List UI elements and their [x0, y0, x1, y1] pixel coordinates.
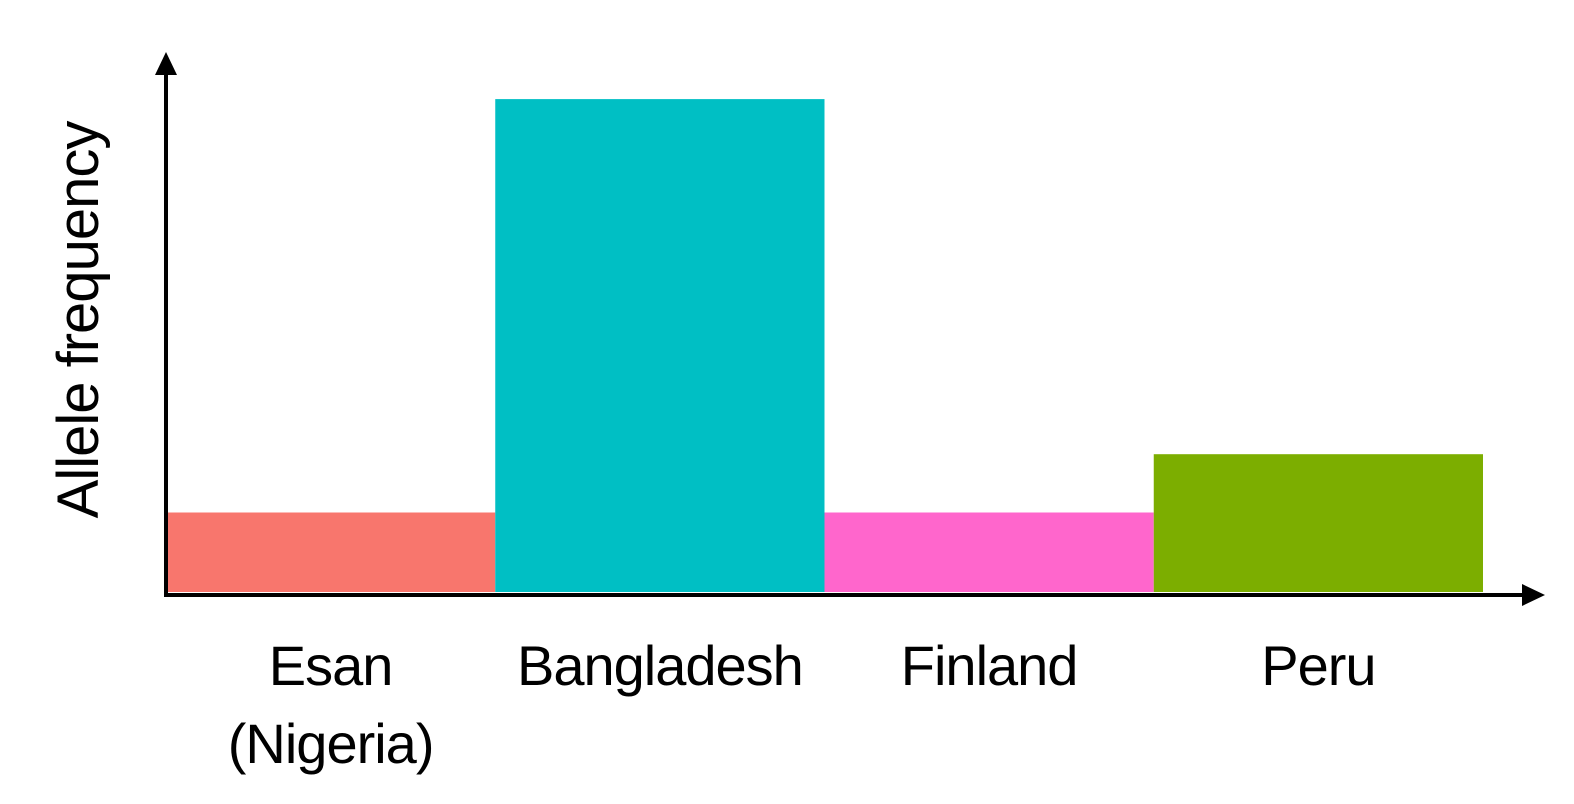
x-tick-label-line: Finland — [901, 634, 1078, 697]
x-tick-labels: Esan (Nigeria) Bangladesh Finland Peru — [228, 634, 1377, 775]
x-tick-label-1: Esan (Nigeria) — [228, 634, 434, 775]
x-axis-arrow-icon — [1522, 584, 1545, 606]
x-tick-label-line: Peru — [1261, 634, 1375, 697]
y-axis-arrow-icon — [155, 52, 177, 75]
axes-group — [155, 52, 1545, 606]
bar-1 — [166, 512, 496, 592]
x-tick-label-3: Finland — [901, 634, 1078, 697]
bars-group — [166, 99, 1483, 592]
bar-4 — [1153, 454, 1483, 592]
x-tick-label-line: Bangladesh — [517, 634, 803, 697]
x-tick-label-2: Bangladesh — [517, 634, 803, 697]
x-tick-label-line: (Nigeria) — [228, 712, 434, 775]
x-tick-label-line: Esan — [269, 634, 393, 697]
bar-2 — [495, 99, 825, 592]
x-tick-label-4: Peru — [1261, 634, 1375, 697]
y-axis-title: Allele frequency — [46, 121, 111, 519]
bar-3 — [824, 512, 1154, 592]
